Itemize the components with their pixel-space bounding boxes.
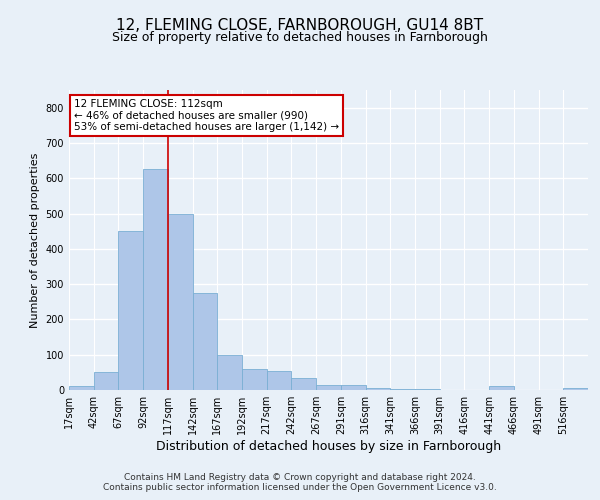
Text: Size of property relative to detached houses in Farnborough: Size of property relative to detached ho… [112, 31, 488, 44]
Bar [69, 386, 94, 390]
Bar [168, 214, 193, 390]
Bar [267, 370, 292, 390]
Bar [292, 378, 316, 390]
Bar [242, 369, 267, 390]
Bar [118, 231, 143, 390]
Y-axis label: Number of detached properties: Number of detached properties [30, 152, 40, 328]
Bar [193, 293, 217, 390]
Text: 12, FLEMING CLOSE, FARNBOROUGH, GU14 8BT: 12, FLEMING CLOSE, FARNBOROUGH, GU14 8BT [116, 18, 484, 32]
Bar [341, 384, 365, 390]
Bar [563, 388, 588, 390]
Bar [94, 372, 118, 390]
Text: Contains HM Land Registry data © Crown copyright and database right 2024.
Contai: Contains HM Land Registry data © Crown c… [103, 472, 497, 492]
Bar [316, 384, 341, 390]
X-axis label: Distribution of detached houses by size in Farnborough: Distribution of detached houses by size … [156, 440, 501, 453]
Bar [217, 354, 242, 390]
Text: 12 FLEMING CLOSE: 112sqm
← 46% of detached houses are smaller (990)
53% of semi-: 12 FLEMING CLOSE: 112sqm ← 46% of detach… [74, 99, 340, 132]
Bar [489, 386, 514, 390]
Bar [143, 170, 168, 390]
Bar [365, 388, 390, 390]
